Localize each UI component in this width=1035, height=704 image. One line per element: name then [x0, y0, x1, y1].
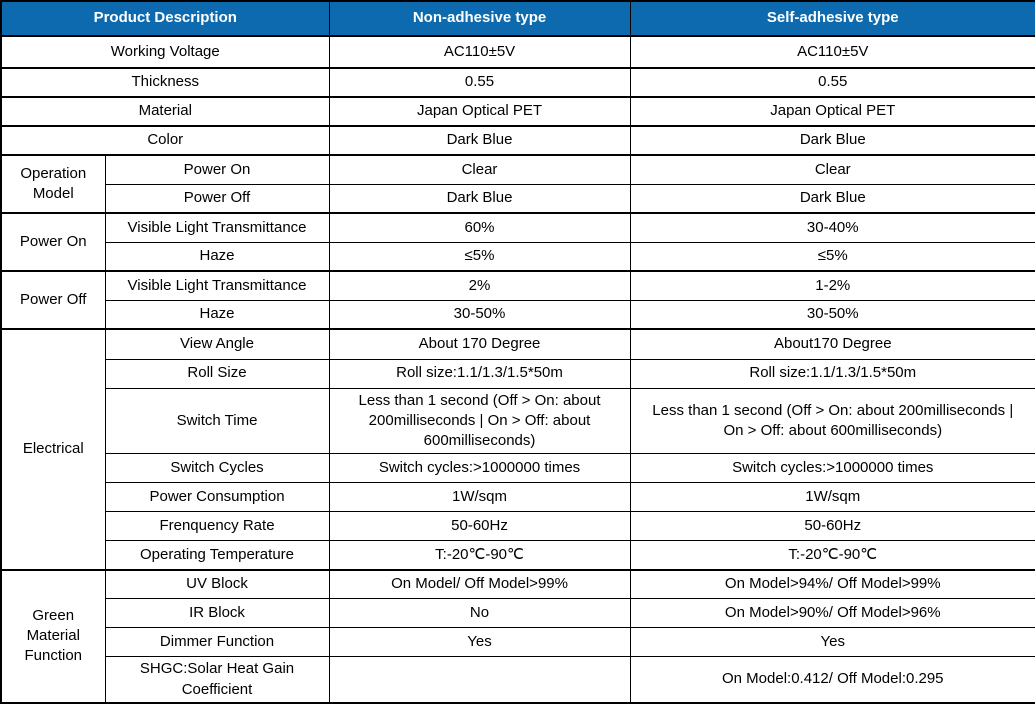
spec-label: Operating Temperature — [104, 540, 330, 571]
group-label-power-off: Power Off — [0, 270, 106, 330]
spec-value-self-adhesive: 0.55 — [629, 67, 1035, 98]
row-power-on-vlt: Power On Visible Light Transmittance 60%… — [0, 212, 1035, 272]
row-power-off-haze: Haze 30-50% 30-50% — [1, 299, 1035, 330]
spec-value-self-adhesive: On Model>90%/ Off Model>96% — [629, 598, 1035, 629]
spec-label: IR Block — [104, 598, 330, 629]
spec-label: Haze — [104, 241, 330, 272]
row-material: Material Japan Optical PET Japan Optical… — [0, 96, 1035, 127]
spec-label: Power Consumption — [104, 482, 330, 513]
spec-value-non-adhesive: 60% — [328, 212, 631, 243]
spec-value-non-adhesive: 30-50% — [328, 299, 631, 330]
spec-value-non-adhesive: T:-20℃-90℃ — [328, 540, 631, 571]
spec-value-self-adhesive: About170 Degree — [629, 328, 1035, 360]
spec-label: Visible Light Transmittance — [104, 212, 330, 243]
spec-label: Visible Light Transmittance — [104, 270, 330, 301]
spec-value-self-adhesive: 1W/sqm — [629, 482, 1035, 513]
spec-value-non-adhesive: About 170 Degree — [328, 328, 631, 360]
row-shgc: SHGC:Solar Heat Gain Coefficient On Mode… — [1, 656, 1035, 704]
spec-value-non-adhesive: 50-60Hz — [328, 511, 631, 542]
spec-value-self-adhesive: On Model:0.412/ Off Model:0.295 — [629, 656, 1035, 704]
row-roll-size: Roll Size Roll size:1.1/1.3/1.5*50m Roll… — [1, 358, 1035, 389]
spec-value-non-adhesive: Japan Optical PET — [328, 96, 631, 127]
spec-label: Material — [0, 96, 330, 127]
row-operation-model-power-off: Power Off Dark Blue Dark Blue — [1, 183, 1035, 214]
spec-label: Working Voltage — [0, 35, 330, 69]
row-power-consumption: Power Consumption 1W/sqm 1W/sqm — [1, 482, 1035, 513]
spec-label: SHGC:Solar Heat Gain Coefficient — [104, 656, 330, 704]
spec-label: Color — [0, 125, 330, 156]
spec-label: Switch Cycles — [104, 453, 330, 484]
spec-value-non-adhesive: Roll size:1.1/1.3/1.5*50m — [328, 358, 631, 389]
spec-value-self-adhesive: Dark Blue — [629, 183, 1035, 214]
spec-value-non-adhesive: Dark Blue — [328, 125, 631, 156]
header-row: Product Description Non-adhesive type Se… — [0, 0, 1035, 37]
group-label-power-on: Power On — [0, 212, 106, 272]
header-self-adhesive-type: Self-adhesive type — [629, 0, 1035, 37]
spec-value-non-adhesive: Dark Blue — [328, 183, 631, 214]
spec-value-non-adhesive: Less than 1 second (Off > On: about 200m… — [328, 387, 631, 455]
row-operating-temperature: Operating Temperature T:-20℃-90℃ T:-20℃-… — [1, 540, 1035, 571]
spec-value-self-adhesive: 30-50% — [629, 299, 1035, 330]
spec-value-self-adhesive: Japan Optical PET — [629, 96, 1035, 127]
spec-value-self-adhesive: Switch cycles:>1000000 times — [629, 453, 1035, 484]
row-power-on-haze: Haze ≤5% ≤5% — [1, 241, 1035, 272]
spec-label: Power On — [104, 154, 330, 185]
row-switch-cycles: Switch Cycles Switch cycles:>1000000 tim… — [1, 453, 1035, 484]
spec-value-non-adhesive: Switch cycles:>1000000 times — [328, 453, 631, 484]
group-label-electrical: Electrical — [0, 328, 106, 571]
spec-label: Haze — [104, 299, 330, 330]
spec-value-self-adhesive: 50-60Hz — [629, 511, 1035, 542]
spec-label: Frenquency Rate — [104, 511, 330, 542]
spec-value-self-adhesive: Yes — [629, 627, 1035, 658]
row-power-off-vlt: Power Off Visible Light Transmittance 2%… — [0, 270, 1035, 330]
spec-value-non-adhesive: No — [328, 598, 631, 629]
spec-value-self-adhesive: T:-20℃-90℃ — [629, 540, 1035, 571]
row-working-voltage: Working Voltage AC110±5V AC110±5V — [0, 35, 1035, 69]
row-operation-model-power-on: Operation Model Power On Clear Clear — [0, 154, 1035, 214]
spec-value-self-adhesive: AC110±5V — [629, 35, 1035, 69]
group-label-operation-model: Operation Model — [0, 154, 106, 214]
spec-value-non-adhesive: ≤5% — [328, 241, 631, 272]
spec-value-non-adhesive: AC110±5V — [328, 35, 631, 69]
spec-value-non-adhesive: 2% — [328, 270, 631, 301]
row-dimmer-function: Dimmer Function Yes Yes — [1, 627, 1035, 658]
spec-value-self-adhesive: Roll size:1.1/1.3/1.5*50m — [629, 358, 1035, 389]
spec-value-non-adhesive: Yes — [328, 627, 631, 658]
spec-value-non-adhesive: Clear — [328, 154, 631, 185]
spec-value-self-adhesive: 30-40% — [629, 212, 1035, 243]
row-uv-block: Green Material Function UV Block On Mode… — [0, 568, 1035, 704]
spec-value-non-adhesive: On Model/ Off Model>99% — [328, 568, 631, 600]
row-color: Color Dark Blue Dark Blue — [0, 125, 1035, 156]
spec-label: Roll Size — [104, 358, 330, 389]
spec-value-self-adhesive: 1-2% — [629, 270, 1035, 301]
spec-value-self-adhesive: Dark Blue — [629, 125, 1035, 156]
spec-value-non-adhesive: 0.55 — [328, 67, 631, 98]
spec-value-non-adhesive: 1W/sqm — [328, 482, 631, 513]
row-frequency-rate: Frenquency Rate 50-60Hz 50-60Hz — [1, 511, 1035, 542]
spec-value-self-adhesive: ≤5% — [629, 241, 1035, 272]
spec-label: Power Off — [104, 183, 330, 214]
spec-label: View Angle — [104, 328, 330, 360]
spec-value-non-adhesive — [328, 656, 631, 704]
spec-value-self-adhesive: Less than 1 second (Off > On: about 200m… — [629, 387, 1035, 455]
spec-label: UV Block — [104, 568, 330, 600]
row-view-angle: Electrical View Angle About 170 Degree A… — [0, 328, 1035, 571]
group-label-green-material-function: Green Material Function — [0, 568, 106, 704]
header-product-description: Product Description — [0, 0, 330, 37]
row-switch-time: Switch Time Less than 1 second (Off > On… — [1, 387, 1035, 455]
header-non-adhesive-type: Non-adhesive type — [328, 0, 631, 37]
spec-label: Switch Time — [104, 387, 330, 455]
spec-label: Dimmer Function — [104, 627, 330, 658]
row-thickness: Thickness 0.55 0.55 — [0, 67, 1035, 98]
row-ir-block: IR Block No On Model>90%/ Off Model>96% — [1, 598, 1035, 629]
spec-value-self-adhesive: Clear — [629, 154, 1035, 185]
spec-value-self-adhesive: On Model>94%/ Off Model>99% — [629, 568, 1035, 600]
spec-label: Thickness — [0, 67, 330, 98]
